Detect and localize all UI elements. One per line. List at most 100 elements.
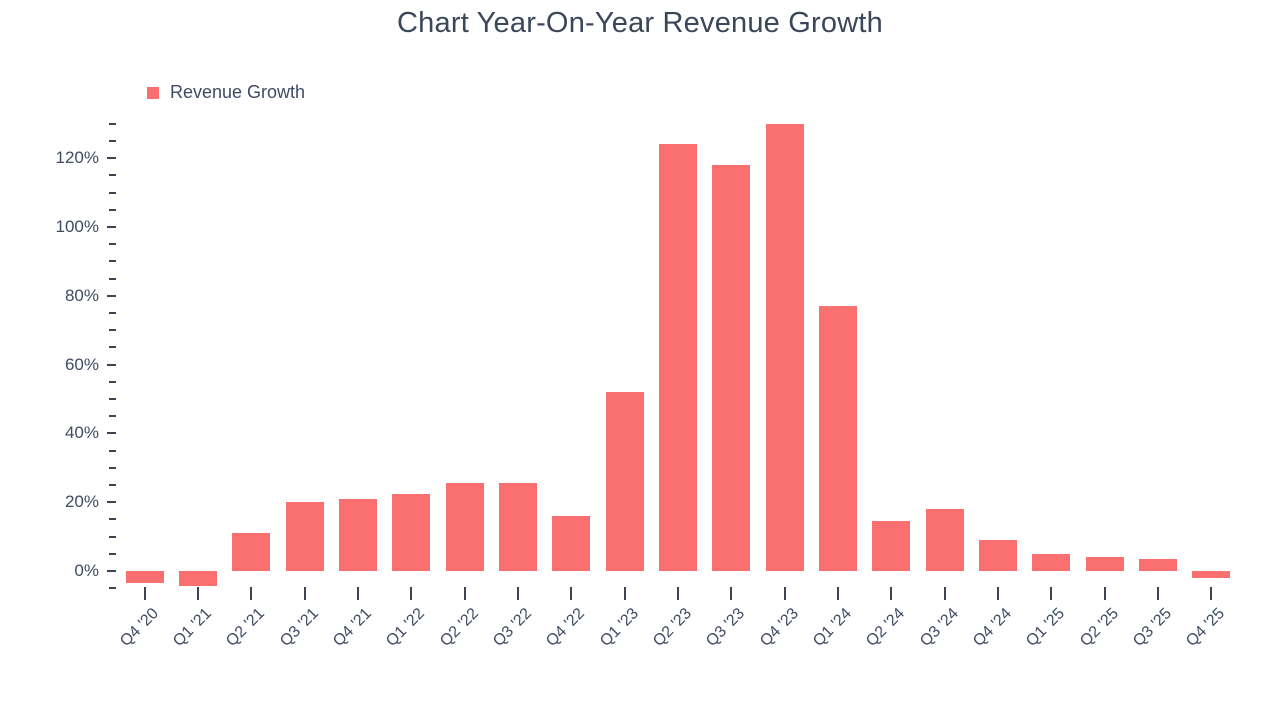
y-axis-minor-tick [109, 536, 116, 538]
x-axis-tick [624, 587, 626, 600]
y-axis-minor-tick [109, 312, 116, 314]
bar-q4-20 [126, 571, 164, 583]
bar-q3-23 [712, 165, 750, 571]
y-axis-minor-tick [109, 278, 116, 280]
bar-q3-25 [1139, 559, 1177, 571]
x-axis-tick-label: Q3 '21 [277, 605, 323, 651]
bar-q1-23 [606, 392, 644, 571]
x-axis-tick-label: Q2 '21 [223, 605, 269, 651]
y-axis-minor-tick [109, 174, 116, 176]
y-axis-major-tick [107, 295, 116, 297]
x-axis-tick [944, 587, 946, 600]
y-axis-minor-tick [109, 329, 116, 331]
y-axis-tick-label: 60% [64, 355, 99, 374]
x-axis-tick-label: Q3 '23 [703, 605, 749, 651]
x-axis-tick [1157, 587, 1159, 600]
x-axis-tick-label: Q1 '23 [597, 605, 643, 651]
bar-q1-25 [1032, 554, 1070, 571]
x-axis-tick [1210, 587, 1212, 600]
x-axis-tick [357, 587, 359, 600]
x-axis-tick-label: Q1 '24 [810, 605, 856, 651]
y-axis-minor-tick [109, 484, 116, 486]
y-axis-major-tick [107, 157, 116, 159]
bar-q2-23 [659, 144, 697, 571]
y-axis-minor-tick [109, 209, 116, 211]
x-axis-tick-label: Q2 '24 [863, 605, 909, 651]
x-axis-tick [464, 587, 466, 600]
bar-q1-21 [179, 571, 217, 586]
y-axis-tick-label: 100% [55, 217, 99, 236]
y-axis-tick-label: 40% [64, 423, 99, 442]
legend-label: Revenue Growth [170, 82, 306, 102]
bar-q2-24 [872, 521, 910, 571]
bar-q4-25 [1192, 571, 1230, 578]
bar-q3-21 [286, 502, 324, 571]
x-axis-tick-label: Q3 '25 [1130, 605, 1176, 651]
x-axis-tick-label: Q2 '22 [437, 605, 483, 651]
bar-q1-22 [392, 494, 430, 571]
y-axis-minor-tick [109, 381, 116, 383]
x-axis-tick [517, 587, 519, 600]
bar-q2-22 [446, 483, 484, 571]
y-axis-major-tick [107, 364, 116, 366]
x-axis-tick-label: Q1 '22 [383, 605, 429, 651]
legend: Revenue Growth [147, 82, 305, 103]
bar-q2-25 [1086, 557, 1124, 571]
y-axis-major-tick [107, 501, 116, 503]
bar-q4-21 [339, 499, 377, 571]
y-axis-minor-tick [109, 467, 116, 469]
x-axis-tick-label: Q4 '25 [1183, 605, 1229, 651]
x-axis-tick [730, 587, 732, 600]
x-axis-tick-label: Q3 '24 [917, 605, 963, 651]
y-axis-minor-tick [109, 260, 116, 262]
x-axis-tick [784, 587, 786, 600]
x-axis-tick-label: Q4 '23 [757, 605, 803, 651]
y-axis-major-tick [107, 432, 116, 434]
x-axis-tick [677, 587, 679, 600]
x-axis-tick-label: Q4 '20 [117, 605, 163, 651]
x-axis-tick-label: Q4 '22 [543, 605, 589, 651]
bar-q4-24 [979, 540, 1017, 571]
x-axis-tick-label: Q1 '21 [170, 605, 216, 651]
bar-q3-24 [926, 509, 964, 571]
chart-title: Chart Year-On-Year Revenue Growth [397, 7, 883, 39]
y-axis-minor-tick [109, 243, 116, 245]
x-axis-tick [570, 587, 572, 600]
y-axis-minor-tick [109, 398, 116, 400]
bar-q4-22 [552, 516, 590, 571]
x-axis-tick-label: Q1 '25 [1023, 605, 1069, 651]
y-axis-minor-tick [109, 123, 116, 125]
x-axis-tick-label: Q4 '21 [330, 605, 376, 651]
x-axis-tick [410, 587, 412, 600]
x-axis-tick-label: Q2 '23 [650, 605, 696, 651]
bar-q1-24 [819, 306, 857, 571]
x-axis-tick [997, 587, 999, 600]
y-axis-tick-label: 20% [64, 492, 99, 511]
x-axis-tick [837, 587, 839, 600]
y-axis-minor-tick [109, 450, 116, 452]
y-axis-tick-label: 80% [64, 286, 99, 305]
x-axis-tick [197, 587, 199, 600]
x-axis-tick-label: Q4 '24 [970, 605, 1016, 651]
x-axis-tick [1104, 587, 1106, 600]
y-axis-minor-tick [109, 415, 116, 417]
y-axis-tick-label: 0% [74, 561, 99, 580]
x-axis-tick [250, 587, 252, 600]
x-axis-tick [144, 587, 146, 600]
y-axis-minor-tick [109, 518, 116, 520]
y-axis-minor-tick [109, 140, 116, 142]
x-axis-tick-label: Q2 '25 [1077, 605, 1123, 651]
bar-q3-22 [499, 483, 537, 571]
y-axis-major-tick [107, 570, 116, 572]
bar-q2-21 [232, 533, 270, 571]
y-axis-minor-tick [109, 192, 116, 194]
x-axis-tick [304, 587, 306, 600]
x-axis-tick [1050, 587, 1052, 600]
y-axis-major-tick [107, 226, 116, 228]
x-axis-tick [890, 587, 892, 600]
y-axis-minor-tick [109, 346, 116, 348]
y-axis-tick-label: 120% [55, 148, 99, 167]
y-axis-minor-tick [109, 587, 116, 589]
x-axis-tick-label: Q3 '22 [490, 605, 536, 651]
